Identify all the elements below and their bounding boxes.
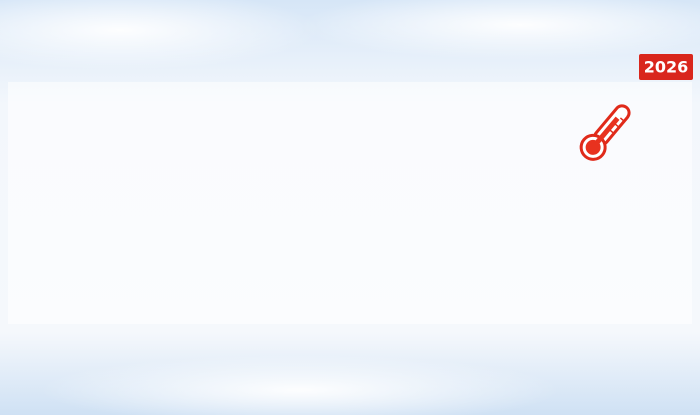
plot-area bbox=[8, 82, 692, 324]
cloud bbox=[0, 0, 320, 70]
badge-label: 2026 bbox=[644, 58, 689, 77]
end-badge: 2026 bbox=[639, 54, 693, 80]
badge-box bbox=[639, 54, 693, 80]
thermometer-icon bbox=[579, 104, 631, 161]
cloud bbox=[40, 355, 560, 415]
cloud bbox=[300, 0, 700, 60]
